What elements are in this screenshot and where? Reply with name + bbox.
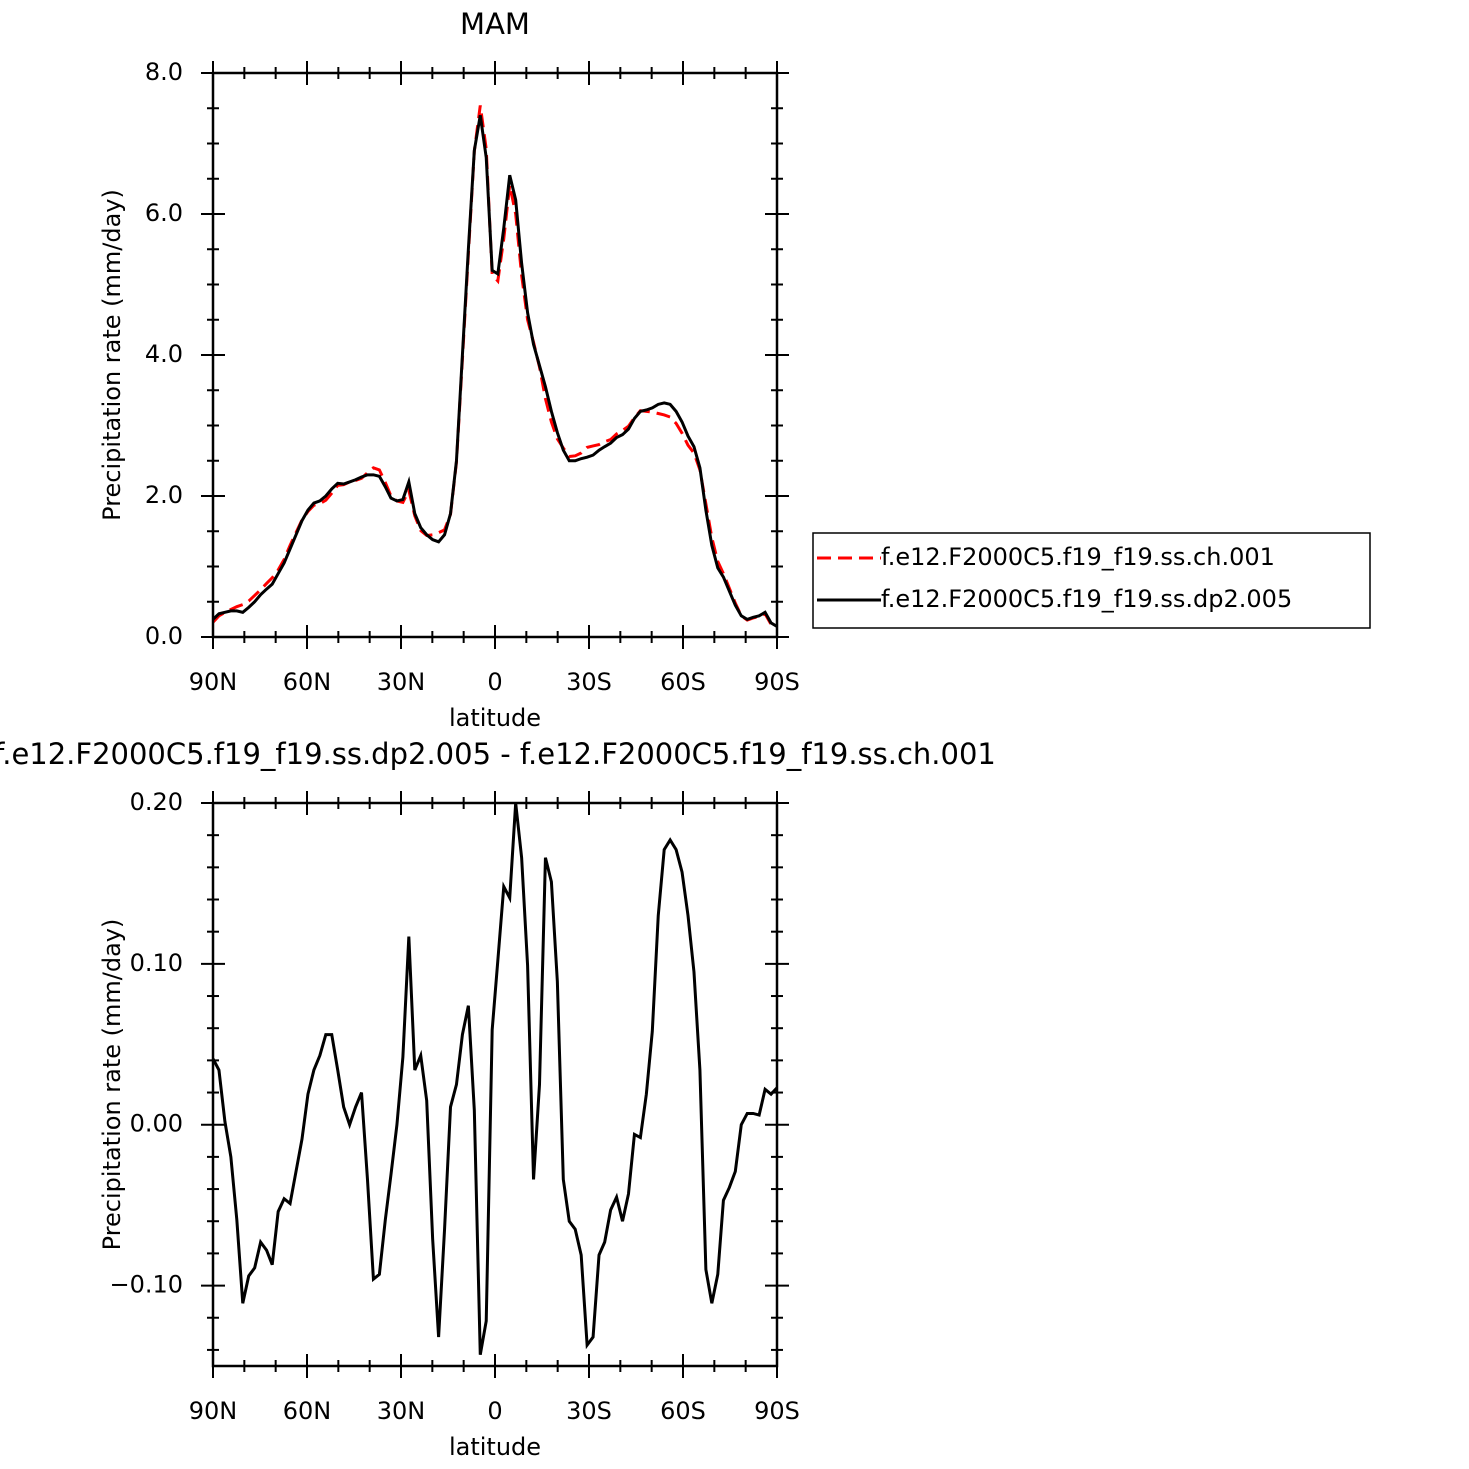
x-axis-label: latitude xyxy=(449,704,541,732)
legend-label: f.e12.F2000C5.f19_f19.ss.ch.001 xyxy=(881,543,1275,571)
legend-box xyxy=(812,532,1371,629)
y-tick-label: 0.10 xyxy=(130,949,183,977)
x-tick-label: 90S xyxy=(754,1397,800,1425)
x-tick-label: 0 xyxy=(487,1397,502,1425)
data-line xyxy=(211,105,778,630)
y-tick-label: 0.0 xyxy=(145,622,183,650)
plot-frame xyxy=(211,71,779,639)
x-tick-label: 60N xyxy=(283,1397,332,1425)
x-tick-label: 60N xyxy=(283,668,332,696)
x-tick-label: 0 xyxy=(487,668,502,696)
y-axis-label: Precipitation rate (mm/day) xyxy=(98,919,126,1251)
plot-frame xyxy=(211,801,779,1368)
x-tick-label: 60S xyxy=(660,668,706,696)
y-tick-label: 6.0 xyxy=(145,199,183,227)
x-tick-label: 90N xyxy=(189,1397,238,1425)
x-tick-label: 30S xyxy=(566,668,612,696)
y-tick-label: 4.0 xyxy=(145,340,183,368)
x-axis-label: latitude xyxy=(449,1433,541,1461)
x-tick-label: 90N xyxy=(189,668,238,696)
x-tick-label: 30N xyxy=(377,1397,426,1425)
x-tick-label: 60S xyxy=(660,1397,706,1425)
x-tick-label: 30S xyxy=(566,1397,612,1425)
y-tick-label: 8.0 xyxy=(145,58,183,86)
chart-title: MAM xyxy=(460,7,530,41)
data-line xyxy=(211,802,779,1356)
y-tick-label: 0.20 xyxy=(130,788,183,816)
y-tick-label: −0.10 xyxy=(109,1271,183,1299)
data-line xyxy=(211,115,778,628)
x-tick-label: 30N xyxy=(377,668,426,696)
y-tick-label: 2.0 xyxy=(145,481,183,509)
legend-label: f.e12.F2000C5.f19_f19.ss.dp2.005 xyxy=(881,585,1292,613)
x-tick-label: 90S xyxy=(754,668,800,696)
y-axis-label: Precipitation rate (mm/day) xyxy=(98,189,126,521)
chart-title: f.e12.F2000C5.f19_f19.ss.dp2.005 - f.e12… xyxy=(0,737,996,771)
y-tick-label: 0.00 xyxy=(130,1110,183,1138)
